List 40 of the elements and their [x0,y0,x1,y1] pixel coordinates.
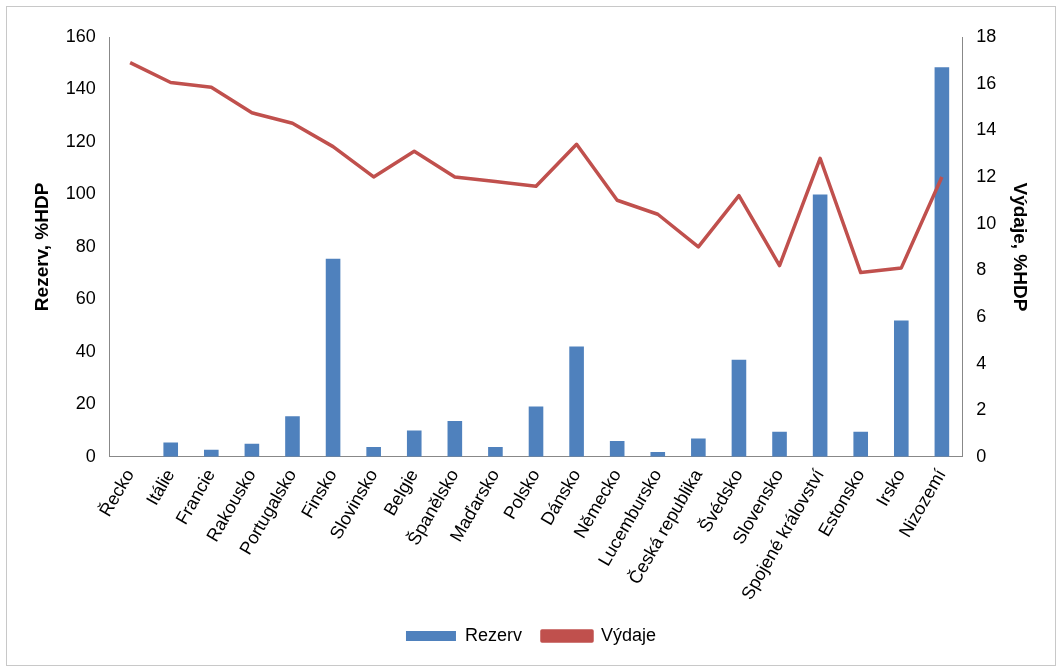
bar [447,420,463,457]
y2-tick-label: 0 [976,445,987,466]
y2-tick-label: 2 [976,399,987,420]
y-tick-label: 40 [75,340,96,361]
y2-tick-label: 14 [976,119,997,140]
legend-label: Rezerv [464,624,522,645]
y-tick-label: 160 [65,25,96,46]
y2-axis-title: Výdaje, %HDP [1010,182,1032,312]
bar [366,447,381,457]
bar [772,431,787,457]
bar [691,438,706,457]
y2-tick-label: 18 [976,25,997,46]
y2-tick-label: 4 [976,352,987,373]
bar [731,359,747,457]
bar [406,430,422,457]
y-axis-title: Rezerv, %HDP [30,182,52,312]
y2-tick-label: 16 [976,72,997,93]
y2-tick-label: 12 [976,165,997,186]
bar [285,416,300,457]
legend-label: Výdaje [600,624,657,645]
y-tick-label: 20 [75,393,96,414]
y2-tick-label: 6 [976,305,987,326]
bar [488,447,503,457]
bar [325,258,341,457]
y-tick-label: 120 [65,130,96,151]
y2-tick-label: 10 [976,212,997,233]
y-tick-label: 140 [65,78,96,99]
bar [528,406,544,457]
y2-tick-label: 8 [976,259,987,280]
bar [934,67,950,457]
y-tick-label: 80 [75,235,96,256]
bar [163,442,179,457]
y-tick-label: 0 [85,445,96,466]
bar [853,431,869,457]
bar [569,346,584,457]
bar [609,441,625,457]
bar [812,194,828,457]
y-tick-label: 100 [65,183,96,204]
y-tick-label: 60 [75,288,96,309]
bar [893,320,909,457]
